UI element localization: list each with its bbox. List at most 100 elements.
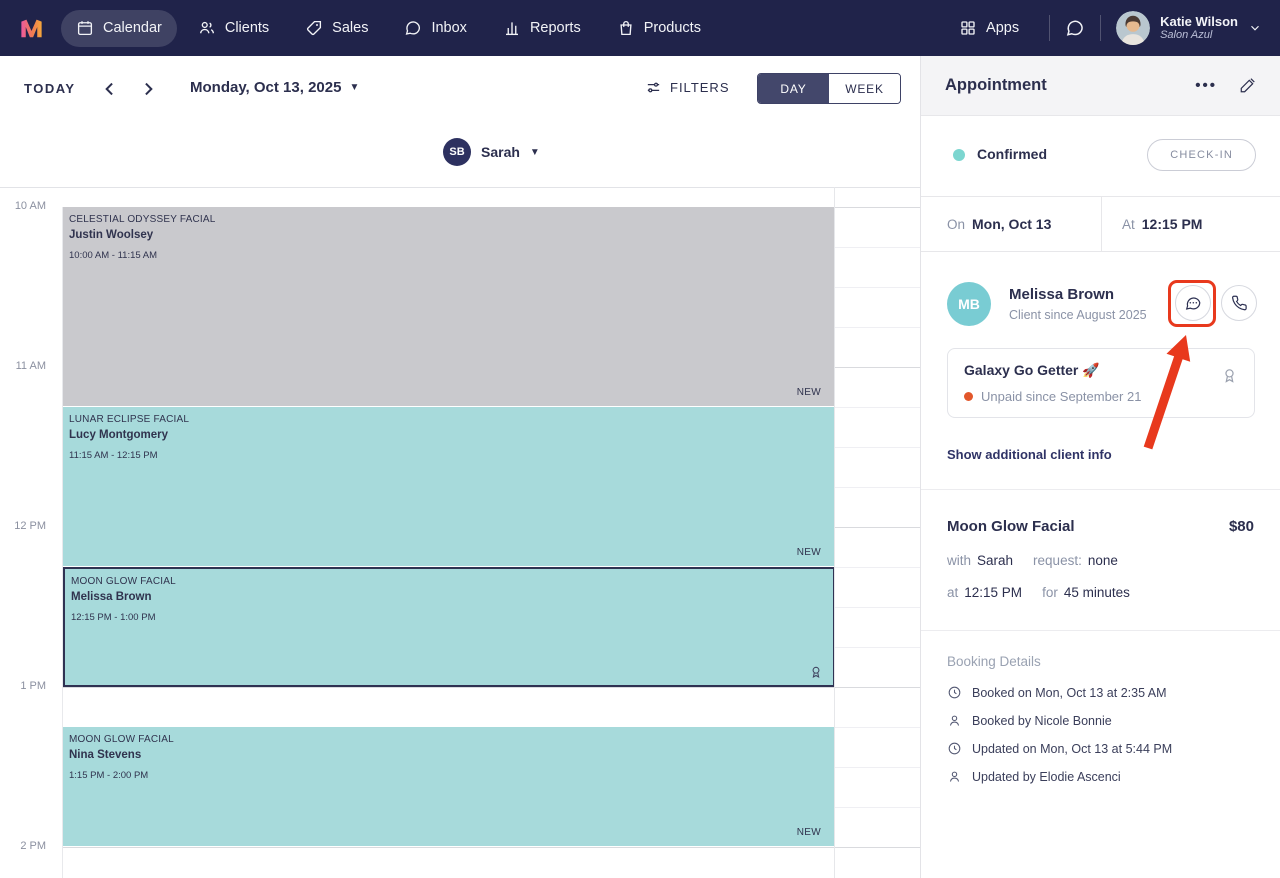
membership-status: Unpaid since September 21 bbox=[964, 389, 1141, 404]
booking-detail-row: Updated by Elodie Ascenci bbox=[947, 769, 1121, 784]
event-new-tag: NEW bbox=[796, 387, 821, 398]
nav-inbox[interactable]: Inbox bbox=[389, 10, 481, 47]
event-time: 12:15 PM - 1:00 PM bbox=[71, 612, 156, 623]
filters-label: FILTERS bbox=[670, 80, 730, 95]
clock-icon bbox=[948, 686, 961, 699]
time-grid: CELESTIAL ODYSSEY FACIAL Justin Woolsey … bbox=[62, 207, 920, 878]
booking-detail-row: Updated on Mon, Oct 13 at 5:44 PM bbox=[947, 741, 1172, 756]
chat-bubble-icon bbox=[1066, 20, 1083, 36]
with-label: with bbox=[947, 553, 972, 568]
service-price: $80 bbox=[1228, 518, 1254, 535]
week-view-button[interactable]: WEEK bbox=[829, 74, 900, 103]
calendar-event[interactable]: LUNAR ECLIPSE FACIAL Lucy Montgomery 11:… bbox=[63, 407, 835, 566]
calendar-event-selected[interactable]: MOON GLOW FACIAL Melissa Brown 12:15 PM … bbox=[63, 567, 835, 687]
user-name: Katie Wilson bbox=[1160, 14, 1238, 29]
event-time: 1:15 PM - 2:00 PM bbox=[69, 770, 149, 781]
hour-label: 12 PM bbox=[14, 520, 46, 532]
messages-button[interactable] bbox=[1065, 18, 1085, 38]
at-label: at bbox=[947, 585, 959, 600]
client-avatar: MB bbox=[947, 282, 991, 326]
service-name: Moon Glow Facial bbox=[947, 518, 1075, 535]
app-logo[interactable] bbox=[18, 16, 45, 40]
message-bubble-icon bbox=[1185, 297, 1201, 310]
membership-name: Galaxy Go Getter 🚀 bbox=[964, 362, 1100, 378]
event-time: 11:15 AM - 12:15 PM bbox=[69, 450, 158, 461]
award-icon bbox=[1221, 367, 1238, 384]
nav-clients[interactable]: Clients bbox=[183, 10, 284, 47]
staff-name: Sarah bbox=[481, 144, 520, 160]
time-cell: At 12:15 PM bbox=[1101, 197, 1280, 251]
event-client: Justin Woolsey bbox=[69, 229, 154, 241]
on-value: Mon, Oct 13 bbox=[972, 216, 1052, 232]
service-time: 12:15 PM bbox=[964, 585, 1023, 600]
at-label: At bbox=[1122, 216, 1135, 232]
nav-reports[interactable]: Reports bbox=[488, 10, 596, 47]
event-client: Melissa Brown bbox=[71, 591, 152, 603]
membership-card[interactable]: Galaxy Go Getter 🚀 Unpaid since Septembe… bbox=[947, 348, 1255, 418]
user-org: Salon Azul bbox=[1160, 29, 1213, 41]
unpaid-dot bbox=[964, 392, 973, 401]
nav-label: Clients bbox=[224, 20, 270, 36]
event-title: MOON GLOW FACIAL bbox=[69, 734, 174, 745]
next-day-button[interactable] bbox=[138, 79, 160, 101]
user-menu[interactable]: Katie Wilson Salon Azul bbox=[1116, 11, 1262, 45]
day-view-button[interactable]: DAY bbox=[758, 74, 829, 103]
nav-label: Reports bbox=[529, 20, 581, 36]
event-client: Nina Stevens bbox=[69, 749, 142, 761]
booking-detail-text: Booked by Nicole Bonnie bbox=[972, 713, 1112, 728]
message-client-button[interactable] bbox=[1175, 285, 1211, 321]
filters-button[interactable]: FILTERS bbox=[645, 79, 730, 96]
today-button[interactable]: TODAY bbox=[24, 81, 76, 96]
chevron-down-icon: ▼ bbox=[529, 146, 540, 158]
hour-label: 1 PM bbox=[20, 680, 46, 692]
at-value: 12:15 PM bbox=[1141, 216, 1203, 232]
person-icon bbox=[949, 715, 960, 726]
date-picker[interactable]: Monday, Oct 13, 2025 ▼ bbox=[190, 79, 359, 96]
client-name: Melissa Brown bbox=[1009, 286, 1115, 303]
request-value: none bbox=[1087, 553, 1118, 568]
nav-label: Apps bbox=[986, 20, 1020, 36]
call-client-button[interactable] bbox=[1221, 285, 1257, 321]
status-label: Confirmed bbox=[977, 146, 1047, 162]
request-label: request: bbox=[1033, 553, 1082, 568]
calendar-event[interactable]: MOON GLOW FACIAL Nina Stevens 1:15 PM - … bbox=[63, 727, 835, 846]
nav-apps[interactable]: Apps bbox=[944, 10, 1034, 47]
top-nav: Calendar Clients Sales Inbox Reports Pro… bbox=[0, 0, 1280, 56]
filter-icon bbox=[647, 82, 660, 93]
nav-divider bbox=[1049, 15, 1051, 41]
nav-calendar[interactable]: Calendar bbox=[61, 9, 177, 47]
event-client: Lucy Montgomery bbox=[69, 429, 169, 441]
booking-detail-row: Booked by Nicole Bonnie bbox=[947, 713, 1112, 728]
apps-grid-icon bbox=[959, 19, 977, 37]
show-client-info-link[interactable]: Show additional client info bbox=[947, 447, 1112, 462]
client-since: Client since August 2025 bbox=[1009, 308, 1147, 322]
calendar-icon bbox=[76, 19, 94, 37]
phone-icon bbox=[1232, 295, 1247, 311]
service-time-line: at 12:15 PM for 45 minutes bbox=[947, 585, 1130, 600]
more-options-icon[interactable]: ••• bbox=[1195, 77, 1217, 94]
nav-products[interactable]: Products bbox=[602, 10, 716, 47]
booking-detail-row: Booked on Mon, Oct 13 at 2:35 AM bbox=[947, 685, 1167, 700]
staff-selector[interactable]: SB Sarah ▼ bbox=[443, 138, 540, 166]
clock-icon bbox=[948, 742, 961, 755]
section-divider bbox=[921, 630, 1280, 631]
event-new-tag: NEW bbox=[796, 547, 821, 558]
tag-icon bbox=[305, 19, 323, 37]
chevron-down-icon: ▼ bbox=[349, 82, 360, 93]
event-title: LUNAR ECLIPSE FACIAL bbox=[69, 414, 190, 425]
hour-label: 10 AM bbox=[14, 200, 46, 212]
chat-bubble-icon bbox=[404, 19, 422, 37]
panel-title: Appointment bbox=[945, 76, 1047, 94]
edit-pencil-icon[interactable] bbox=[1239, 77, 1256, 94]
nav-sales[interactable]: Sales bbox=[290, 10, 383, 47]
event-time: 10:00 AM - 11:15 AM bbox=[69, 250, 158, 261]
primary-nav: Calendar Clients Sales Inbox Reports Pro… bbox=[61, 9, 716, 47]
check-in-button[interactable]: CHECK-IN bbox=[1147, 139, 1256, 171]
appointment-panel: Appointment ••• Confirmed CHECK-IN On Mo… bbox=[920, 56, 1280, 878]
for-label: for bbox=[1042, 585, 1058, 600]
on-label: On bbox=[947, 216, 966, 232]
nav-label: Calendar bbox=[103, 20, 162, 36]
calendar-event[interactable]: CELESTIAL ODYSSEY FACIAL Justin Woolsey … bbox=[63, 207, 835, 406]
event-new-tag: NEW bbox=[796, 827, 821, 838]
prev-day-button[interactable] bbox=[100, 79, 122, 101]
